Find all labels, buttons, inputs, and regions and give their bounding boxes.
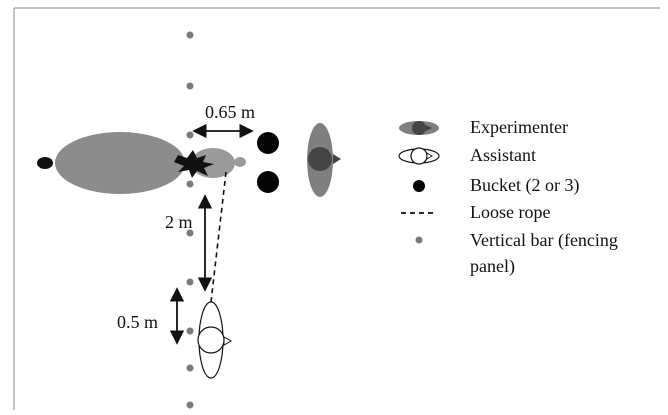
fence-bar-dot	[186, 401, 194, 409]
rope-span-label: 2 m	[165, 212, 193, 232]
legend: Experimenter Assistant Bucket (2 or 3) L…	[398, 117, 618, 277]
fence-bar-dot	[186, 364, 194, 372]
gap-bucket-label: 0.65 m	[205, 102, 255, 122]
animal-nose-icon	[37, 157, 53, 169]
legend-item-bucket: Bucket (2 or 3)	[413, 175, 579, 196]
legend-label-line2: panel)	[470, 256, 515, 277]
assistant-offset-label: 0.5 m	[117, 312, 158, 332]
legend-label: Vertical bar (fencing	[470, 230, 618, 251]
assistant-head	[197, 326, 225, 354]
experimenter-head	[308, 147, 332, 171]
legend-label: Bucket (2 or 3)	[470, 175, 579, 196]
buckets	[257, 132, 279, 193]
fence-bars	[186, 31, 194, 409]
fence-bar-dot	[186, 278, 194, 286]
legend-item-rope: Loose rope	[401, 202, 550, 222]
legend-item-bar: Vertical bar (fencing panel)	[415, 230, 618, 277]
bucket-icon	[257, 171, 279, 193]
loose-rope	[210, 171, 227, 303]
bucket-icon	[257, 132, 279, 154]
fence-bar-dot	[186, 31, 194, 39]
rope-knot-icon	[174, 150, 214, 178]
experimenter	[307, 123, 341, 197]
figure-border	[13, 7, 660, 410]
animal-body	[55, 132, 185, 194]
fence-bar-dot	[186, 131, 194, 139]
fence-bar-dot	[186, 229, 194, 237]
fence-bar-dot	[186, 180, 194, 188]
fence-bar-dot	[186, 82, 194, 90]
legend-item-assistant: Assistant	[398, 145, 536, 165]
legend-item-experimenter: Experimenter	[399, 117, 568, 137]
fence-bar-dot	[186, 327, 194, 335]
assistant-nose	[223, 336, 233, 346]
bar-icon	[415, 236, 423, 244]
bucket-icon	[413, 180, 425, 192]
animal	[37, 132, 246, 194]
animal-tail-tip	[234, 157, 246, 167]
legend-label: Loose rope	[470, 202, 550, 222]
legend-label: Assistant	[470, 145, 536, 165]
legend-label: Experimenter	[470, 117, 568, 137]
measurement-arrows	[169, 123, 254, 345]
assistant	[197, 301, 233, 379]
experimenter-nose	[333, 154, 341, 164]
